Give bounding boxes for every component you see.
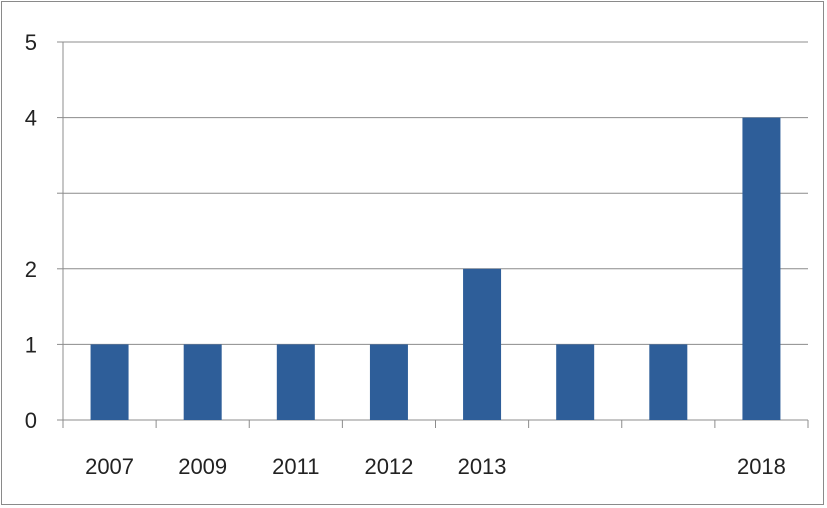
- bar-category-7: [649, 344, 688, 420]
- x-tick-label: 2009: [178, 454, 227, 479]
- bar-2009: [183, 344, 222, 420]
- y-tick-label: 4: [25, 106, 37, 131]
- bar-2007: [90, 344, 129, 420]
- bar-2012: [369, 344, 408, 420]
- x-tick-label: 2011: [272, 454, 319, 479]
- y-tick-label: 2: [25, 257, 37, 282]
- gridlines: [63, 41, 808, 345]
- bars: [90, 117, 781, 420]
- y-tick-label: 1: [25, 332, 37, 357]
- x-tick-label: 2007: [85, 454, 134, 479]
- y-tick-label: 5: [25, 30, 37, 55]
- bar-2018: [742, 117, 781, 420]
- x-tick-labels: 2007 2009 2011 2012 2013 2018: [85, 454, 786, 479]
- y-tick-label: 0: [25, 408, 37, 433]
- y-tick-labels: 0 1 2 4 5: [25, 30, 37, 433]
- axes: [57, 41, 809, 428]
- x-tick-label: 2018: [737, 454, 786, 479]
- bar-2011: [276, 344, 315, 420]
- bar-2013: [463, 268, 502, 420]
- x-tick-label: 2012: [364, 454, 413, 479]
- x-tick-label: 2013: [458, 454, 507, 479]
- bar-category-6: [556, 344, 595, 420]
